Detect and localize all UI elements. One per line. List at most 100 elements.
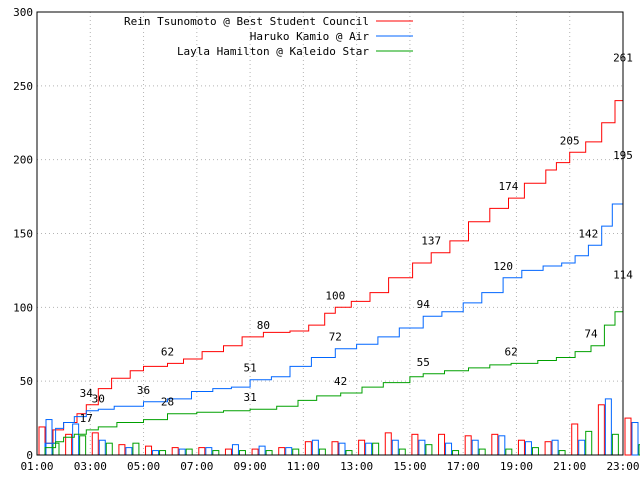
- data-label: 42: [334, 375, 347, 388]
- bar: [398, 448, 406, 456]
- x-tick-label: 05:00: [127, 460, 160, 473]
- bar: [438, 433, 446, 456]
- data-label: 34: [80, 387, 94, 400]
- bar: [391, 439, 399, 456]
- data-label: 30: [92, 393, 105, 406]
- bar: [505, 448, 513, 456]
- y-tick-label: 50: [20, 375, 33, 388]
- data-label: 17: [80, 412, 93, 425]
- bar: [231, 444, 239, 456]
- bar: [551, 439, 559, 456]
- bar: [464, 435, 472, 456]
- bar: [452, 450, 460, 456]
- bar: [604, 398, 612, 456]
- series-line-3: [37, 286, 624, 456]
- legend: Rein Tsunomoto @ Best Student Council Ha…: [124, 15, 413, 58]
- bar: [517, 439, 525, 456]
- bar: [238, 450, 246, 456]
- bar: [91, 432, 99, 456]
- bar: [372, 442, 380, 456]
- bar: [345, 450, 353, 456]
- bar: [331, 441, 339, 456]
- bar: [258, 445, 266, 456]
- bar: [132, 442, 140, 456]
- data-label: 62: [161, 345, 174, 358]
- bar: [411, 433, 419, 456]
- series-lines: [37, 69, 624, 456]
- bar: [205, 447, 213, 456]
- bar: [292, 448, 300, 456]
- data-label: 142: [578, 227, 598, 240]
- data-label: 120: [493, 260, 513, 273]
- x-tick-label: 23:00: [606, 460, 639, 473]
- bar: [571, 423, 579, 456]
- data-label: 174: [499, 180, 519, 193]
- legend-label-2: Haruko Kamio @ Air: [250, 30, 370, 43]
- bar: [531, 447, 539, 456]
- bar: [578, 439, 586, 456]
- bar: [72, 423, 80, 456]
- y-tick-label: 250: [13, 80, 33, 93]
- x-tick-label: 15:00: [393, 460, 426, 473]
- bar: [358, 439, 366, 456]
- bar: [171, 447, 179, 456]
- data-label: 28: [161, 396, 174, 409]
- y-tick-labels: 0 50 100 150 200 250 300: [13, 6, 33, 462]
- bar: [185, 448, 193, 456]
- bar: [445, 442, 453, 456]
- bar: [304, 441, 312, 456]
- y-tick-label: 300: [13, 6, 33, 19]
- data-label: 94: [417, 298, 431, 311]
- point-labels: 3462801001371742052613036517294120142195…: [80, 52, 634, 425]
- series-line-2: [37, 167, 624, 456]
- x-tick-label: 19:00: [500, 460, 533, 473]
- bar: [125, 447, 133, 456]
- bar: [145, 445, 153, 456]
- bar: [212, 450, 220, 456]
- x-tick-label: 17:00: [447, 460, 480, 473]
- bar: [278, 447, 286, 456]
- bar: [365, 442, 373, 456]
- bar: [98, 439, 106, 456]
- x-tick-labels: 01:00 03:00 05:00 07:00 09:00 11:00 13:00 15:00…: [20, 460, 639, 473]
- data-label: 55: [417, 356, 430, 369]
- data-label: 205: [560, 134, 580, 147]
- bar: [265, 450, 273, 456]
- data-label: 74: [584, 328, 598, 341]
- data-label: 80: [257, 319, 270, 332]
- bar: [285, 447, 293, 456]
- data-label: 36: [137, 384, 150, 397]
- bar: [624, 417, 632, 456]
- legend-label-1: Rein Tsunomoto @ Best Student Council: [124, 15, 369, 28]
- bar: [478, 448, 486, 456]
- legend-label-3: Layla Hamilton @ Kaleido Star: [177, 45, 369, 58]
- bar: [631, 422, 639, 456]
- bar: [544, 441, 552, 456]
- series-line-1: [37, 69, 624, 456]
- x-tick-label: 01:00: [20, 460, 53, 473]
- bar: [251, 448, 259, 456]
- bar: [384, 432, 392, 456]
- bar: [585, 430, 593, 456]
- x-tick-label: 13:00: [340, 460, 373, 473]
- hourly-bars: [38, 398, 640, 456]
- grid: [36, 11, 624, 456]
- bar: [105, 442, 113, 456]
- x-tick-label: 09:00: [234, 460, 267, 473]
- bar: [224, 448, 232, 456]
- x-tick-label: 07:00: [180, 460, 213, 473]
- data-label: 51: [243, 362, 256, 375]
- bar: [79, 435, 87, 456]
- bar: [611, 433, 619, 456]
- data-label: 31: [243, 391, 256, 404]
- data-label: 72: [329, 331, 342, 344]
- bar: [471, 439, 479, 456]
- y-tick-label: 200: [13, 154, 33, 167]
- bar: [178, 448, 186, 456]
- bar: [311, 439, 319, 456]
- bar: [45, 419, 53, 456]
- x-tick-label: 03:00: [74, 460, 107, 473]
- bar: [38, 426, 46, 456]
- data-label: 100: [325, 289, 345, 302]
- data-label: 62: [505, 345, 518, 358]
